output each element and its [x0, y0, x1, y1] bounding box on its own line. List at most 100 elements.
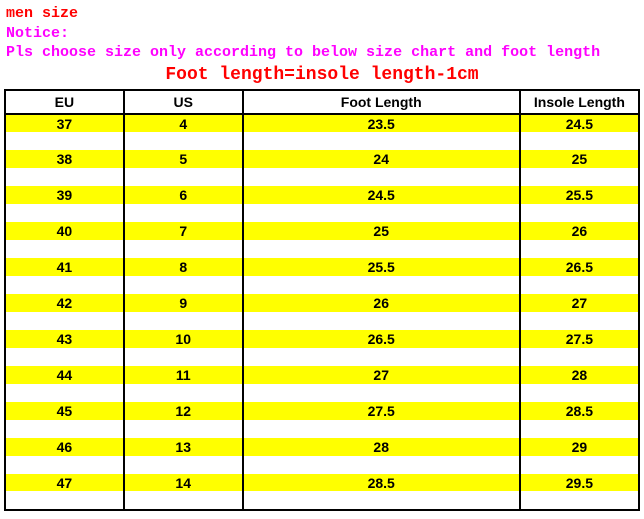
- cell-us: 4: [124, 114, 243, 150]
- cell-eu: 45: [5, 402, 124, 438]
- cell-value: 12: [125, 402, 242, 420]
- cell-eu: 46: [5, 438, 124, 474]
- cell-value: 5: [125, 150, 242, 168]
- cell-eu: 44: [5, 366, 124, 402]
- cell-value: 24: [244, 150, 519, 168]
- cell-insole: 25: [520, 150, 639, 186]
- size-chart-container: men size Notice: Pls choose size only ac…: [0, 0, 644, 519]
- cell-foot: 28: [243, 438, 520, 474]
- col-header-us: US: [124, 90, 243, 114]
- cell-value: 7: [125, 222, 242, 240]
- table-row: 37423.524.5: [5, 114, 639, 150]
- cell-eu: 39: [5, 186, 124, 222]
- cell-value: 27: [521, 294, 638, 312]
- cell-insole: 27: [520, 294, 639, 330]
- cell-foot: 27.5: [243, 402, 520, 438]
- cell-value: 37: [6, 115, 123, 133]
- title: men size: [4, 4, 640, 24]
- cell-eu: 47: [5, 474, 124, 510]
- cell-foot: 26: [243, 294, 520, 330]
- cell-value: 13: [125, 438, 242, 456]
- cell-foot: 25: [243, 222, 520, 258]
- cell-insole: 24.5: [520, 114, 639, 150]
- table-row: 431026.527.5: [5, 330, 639, 366]
- cell-eu: 40: [5, 222, 124, 258]
- cell-value: 26.5: [521, 258, 638, 276]
- cell-value: 26.5: [244, 330, 519, 348]
- notice-label: Notice:: [4, 24, 640, 44]
- cell-value: 46: [6, 438, 123, 456]
- cell-insole: 28.5: [520, 402, 639, 438]
- table-header-row: EU US Foot Length Insole Length: [5, 90, 639, 114]
- cell-value: 26: [521, 222, 638, 240]
- cell-eu: 42: [5, 294, 124, 330]
- cell-eu: 37: [5, 114, 124, 150]
- col-header-eu: EU: [5, 90, 124, 114]
- cell-value: 23.5: [244, 115, 519, 133]
- cell-value: 40: [6, 222, 123, 240]
- cell-foot: 28.5: [243, 474, 520, 510]
- cell-insole: 27.5: [520, 330, 639, 366]
- cell-value: 14: [125, 474, 242, 492]
- table-row: 4292627: [5, 294, 639, 330]
- cell-insole: 29.5: [520, 474, 639, 510]
- cell-insole: 26: [520, 222, 639, 258]
- size-table: EU US Foot Length Insole Length 37423.52…: [4, 89, 640, 511]
- cell-value: 4: [125, 115, 242, 133]
- table-row: 39624.525.5: [5, 186, 639, 222]
- cell-value: 29.5: [521, 474, 638, 492]
- cell-value: 25: [521, 150, 638, 168]
- table-body: 37423.524.5385242539624.525.540725264182…: [5, 114, 639, 510]
- table-row: 44112728: [5, 366, 639, 402]
- cell-us: 8: [124, 258, 243, 294]
- cell-us: 12: [124, 402, 243, 438]
- cell-value: 24.5: [521, 115, 638, 133]
- cell-insole: 28: [520, 366, 639, 402]
- cell-foot: 23.5: [243, 114, 520, 150]
- cell-value: 11: [125, 366, 242, 384]
- cell-value: 28: [244, 438, 519, 456]
- cell-value: 28: [521, 366, 638, 384]
- cell-value: 6: [125, 186, 242, 204]
- table-row: 4072526: [5, 222, 639, 258]
- cell-value: 25.5: [244, 258, 519, 276]
- cell-value: 8: [125, 258, 242, 276]
- cell-value: 24.5: [244, 186, 519, 204]
- cell-foot: 24.5: [243, 186, 520, 222]
- cell-foot: 25.5: [243, 258, 520, 294]
- cell-eu: 43: [5, 330, 124, 366]
- cell-value: 43: [6, 330, 123, 348]
- cell-insole: 29: [520, 438, 639, 474]
- table-row: 471428.529.5: [5, 474, 639, 510]
- table-row: 41825.526.5: [5, 258, 639, 294]
- cell-value: 26: [244, 294, 519, 312]
- cell-value: 25: [244, 222, 519, 240]
- cell-value: 44: [6, 366, 123, 384]
- cell-value: 29: [521, 438, 638, 456]
- cell-value: 28.5: [521, 402, 638, 420]
- cell-insole: 25.5: [520, 186, 639, 222]
- cell-eu: 41: [5, 258, 124, 294]
- cell-eu: 38: [5, 150, 124, 186]
- cell-us: 7: [124, 222, 243, 258]
- cell-us: 11: [124, 366, 243, 402]
- col-header-insole: Insole Length: [520, 90, 639, 114]
- cell-foot: 26.5: [243, 330, 520, 366]
- cell-value: 25.5: [521, 186, 638, 204]
- cell-us: 10: [124, 330, 243, 366]
- cell-us: 9: [124, 294, 243, 330]
- table-row: 46132829: [5, 438, 639, 474]
- col-header-foot: Foot Length: [243, 90, 520, 114]
- cell-us: 6: [124, 186, 243, 222]
- cell-us: 14: [124, 474, 243, 510]
- cell-value: 39: [6, 186, 123, 204]
- cell-value: 27.5: [521, 330, 638, 348]
- cell-value: 41: [6, 258, 123, 276]
- table-row: 451227.528.5: [5, 402, 639, 438]
- cell-insole: 26.5: [520, 258, 639, 294]
- cell-foot: 27: [243, 366, 520, 402]
- cell-value: 10: [125, 330, 242, 348]
- table-row: 3852425: [5, 150, 639, 186]
- cell-value: 42: [6, 294, 123, 312]
- cell-value: 9: [125, 294, 242, 312]
